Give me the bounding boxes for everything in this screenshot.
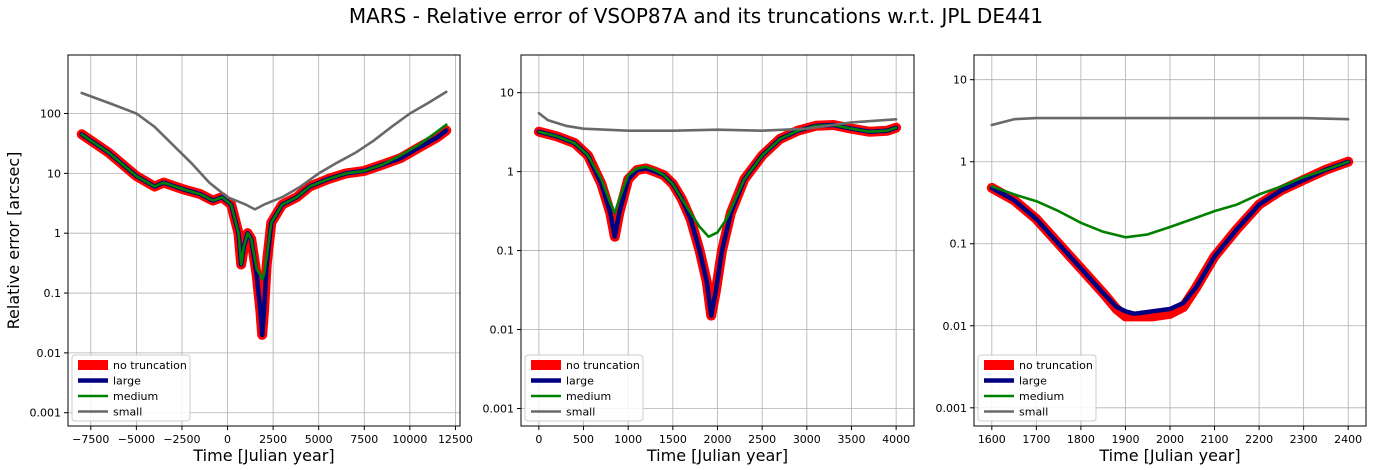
y-tick-label: 0.01	[490, 324, 515, 337]
x-tick-label: 1700	[1022, 433, 1050, 446]
y-tick-label: 10	[500, 87, 514, 100]
x-tick-label: 7500	[350, 433, 378, 446]
legend-label: large	[1019, 375, 1047, 388]
x-tick-label: 3000	[793, 433, 821, 446]
legend-label: large	[566, 375, 594, 388]
legend-label: medium	[113, 390, 158, 403]
x-tick-label: 1000	[614, 433, 642, 446]
y-tick-label: 1	[960, 156, 967, 169]
y-tick-label: 10	[953, 74, 967, 87]
x-tick-label: 2300	[1290, 433, 1318, 446]
legend-label: small	[566, 406, 595, 419]
y-tick-label: 0.1	[44, 287, 62, 300]
y-tick-label: 0.001	[30, 407, 62, 420]
legend: no truncation large medium small	[72, 355, 190, 421]
x-tick-label: 2000	[704, 433, 732, 446]
x-tick-label: 1600	[978, 433, 1006, 446]
x-tick-label: −5000	[118, 433, 155, 446]
legend-label: no truncation	[1019, 359, 1093, 372]
y-tick-label: 100	[40, 108, 61, 121]
plot-1: −7500 −5000 −2500 0 2500 5000 7500 10000 12500 0.…	[4, 55, 473, 465]
x-axis-label: Time [Julian year]	[192, 446, 334, 465]
x-tick-label: 5000	[305, 433, 333, 446]
x-tick-label: 2000	[1156, 433, 1184, 446]
y-tick-label: 0.01	[943, 320, 968, 333]
plot-3: 1600 1700 1800 1900 2000 2100 2200 2300 2400 0.00…	[936, 55, 1367, 465]
x-axis-label: Time [Julian year]	[646, 446, 788, 465]
y-tick-label: 0.01	[37, 347, 62, 360]
legend-label: small	[1019, 406, 1048, 419]
x-tick-label: 1900	[1111, 433, 1139, 446]
x-tick-label: 500	[573, 433, 594, 446]
y-tick-label: 0.1	[950, 238, 968, 251]
x-tick-label: 2400	[1334, 433, 1362, 446]
x-tick-label: 2200	[1245, 433, 1273, 446]
x-tick-label: 0	[535, 433, 542, 446]
legend: no truncation large medium small	[978, 355, 1096, 421]
x-tick-label: 2500	[259, 433, 287, 446]
x-tick-label: 2100	[1201, 433, 1229, 446]
x-tick-label: 2500	[748, 433, 776, 446]
y-axis-label: Relative error [arcsec]	[4, 152, 23, 330]
legend-label: no truncation	[566, 359, 640, 372]
figure-title: MARS - Relative error of VSOP87A and its…	[349, 4, 1043, 28]
y-tick-label: 0.001	[483, 402, 515, 415]
y-tick-label: 0.1	[497, 245, 515, 258]
y-tick-label: 10	[47, 167, 61, 180]
legend-label: small	[113, 406, 142, 419]
legend: no truncation large medium small	[525, 355, 643, 421]
x-tick-label: 1500	[659, 433, 687, 446]
legend-label: large	[113, 375, 141, 388]
plots-layer: −7500 −5000 −2500 0 2500 5000 7500 10000 125000.…	[4, 55, 1366, 465]
legend-label: medium	[566, 390, 611, 403]
x-tick-label: −2500	[163, 433, 200, 446]
x-tick-label: −7500	[72, 433, 109, 446]
x-tick-label: 10000	[392, 433, 427, 446]
x-tick-label: 12500	[438, 433, 473, 446]
x-tick-label: 1800	[1067, 433, 1095, 446]
plot-2: 0 500 1000 1500 2000 2500 3000 3500 4000 0.001 0.0…	[483, 55, 915, 465]
y-tick-label: 1	[54, 227, 61, 240]
x-tick-label: 0	[224, 433, 231, 446]
legend-label: medium	[1019, 390, 1064, 403]
x-tick-label: 3500	[837, 433, 865, 446]
y-tick-label: 1	[507, 166, 514, 179]
y-tick-label: 0.001	[936, 402, 968, 415]
x-tick-label: 4000	[882, 433, 910, 446]
legend-label: no truncation	[113, 359, 187, 372]
x-axis-label: Time [Julian year]	[1098, 446, 1240, 465]
